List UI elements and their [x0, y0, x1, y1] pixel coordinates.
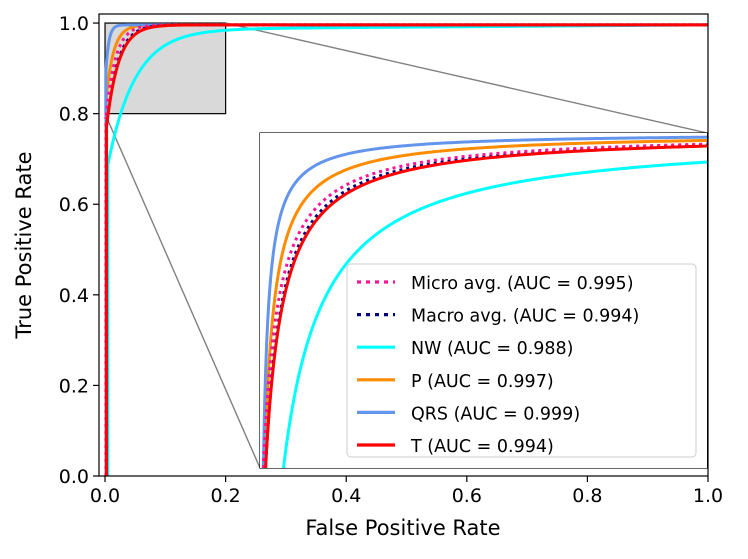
y-tick-label: 0.0	[59, 466, 89, 488]
y-tick-label: 0.4	[59, 285, 89, 307]
y-tick-label: 0.8	[59, 104, 89, 126]
x-tick-label: 0.6	[452, 485, 482, 507]
x-tick-label: 0.2	[211, 485, 241, 507]
zoom-connector-top	[225, 22, 708, 134]
legend-box	[346, 263, 697, 458]
inset-line-t	[264, 144, 707, 468]
legend-label-qrs: QRS (AUC = 0.999)	[411, 404, 580, 424]
legend-label-macro-avg: Macro avg. (AUC = 0.994)	[411, 307, 639, 327]
axes: 0.0 0.2 0.4 0.6 0.8 1.0 0.0 0.2 0.4 0.6 0.8 1.0	[59, 13, 723, 507]
axes-frame	[98, 13, 709, 477]
y-tick-label: 1.0	[59, 13, 89, 35]
x-tick-label: 0.0	[90, 485, 120, 507]
zoom-connector-bottom	[104, 113, 261, 469]
main-curves	[104, 23, 708, 476]
x-tick-label: 0.4	[331, 485, 361, 507]
inset-line-p	[262, 138, 707, 468]
zoom-rectangle	[104, 22, 227, 115]
x-tick-label: 1.0	[693, 485, 723, 507]
legend-label-micro-avg: Micro avg. (AUC = 0.995)	[411, 274, 634, 294]
y-tick-label: 0.6	[59, 194, 89, 216]
y-axis-label: True Positive Rate	[12, 151, 36, 339]
x-tick-label: 0.8	[572, 485, 602, 507]
legend: Micro avg. (AUC = 0.995) Macro avg. (AUC …	[346, 263, 697, 458]
inset-line-qrs	[261, 135, 707, 468]
inset-line-micro-avg	[261, 142, 707, 468]
legend-label-p: P (AUC = 0.997)	[411, 372, 554, 392]
legend-label-t: T (AUC = 0.994)	[410, 437, 554, 457]
y-tick-label: 0.2	[59, 375, 89, 397]
legend-label-nw: NW (AUC = 0.988)	[411, 339, 574, 359]
inset-line-macro-avg	[264, 143, 707, 468]
series-line-micro-avg	[104, 23, 708, 476]
inset-curves	[261, 135, 707, 468]
inset-line-nw	[270, 160, 707, 468]
x-axis-label: False Positive Rate	[305, 516, 500, 540]
series-line-t	[105, 23, 708, 476]
